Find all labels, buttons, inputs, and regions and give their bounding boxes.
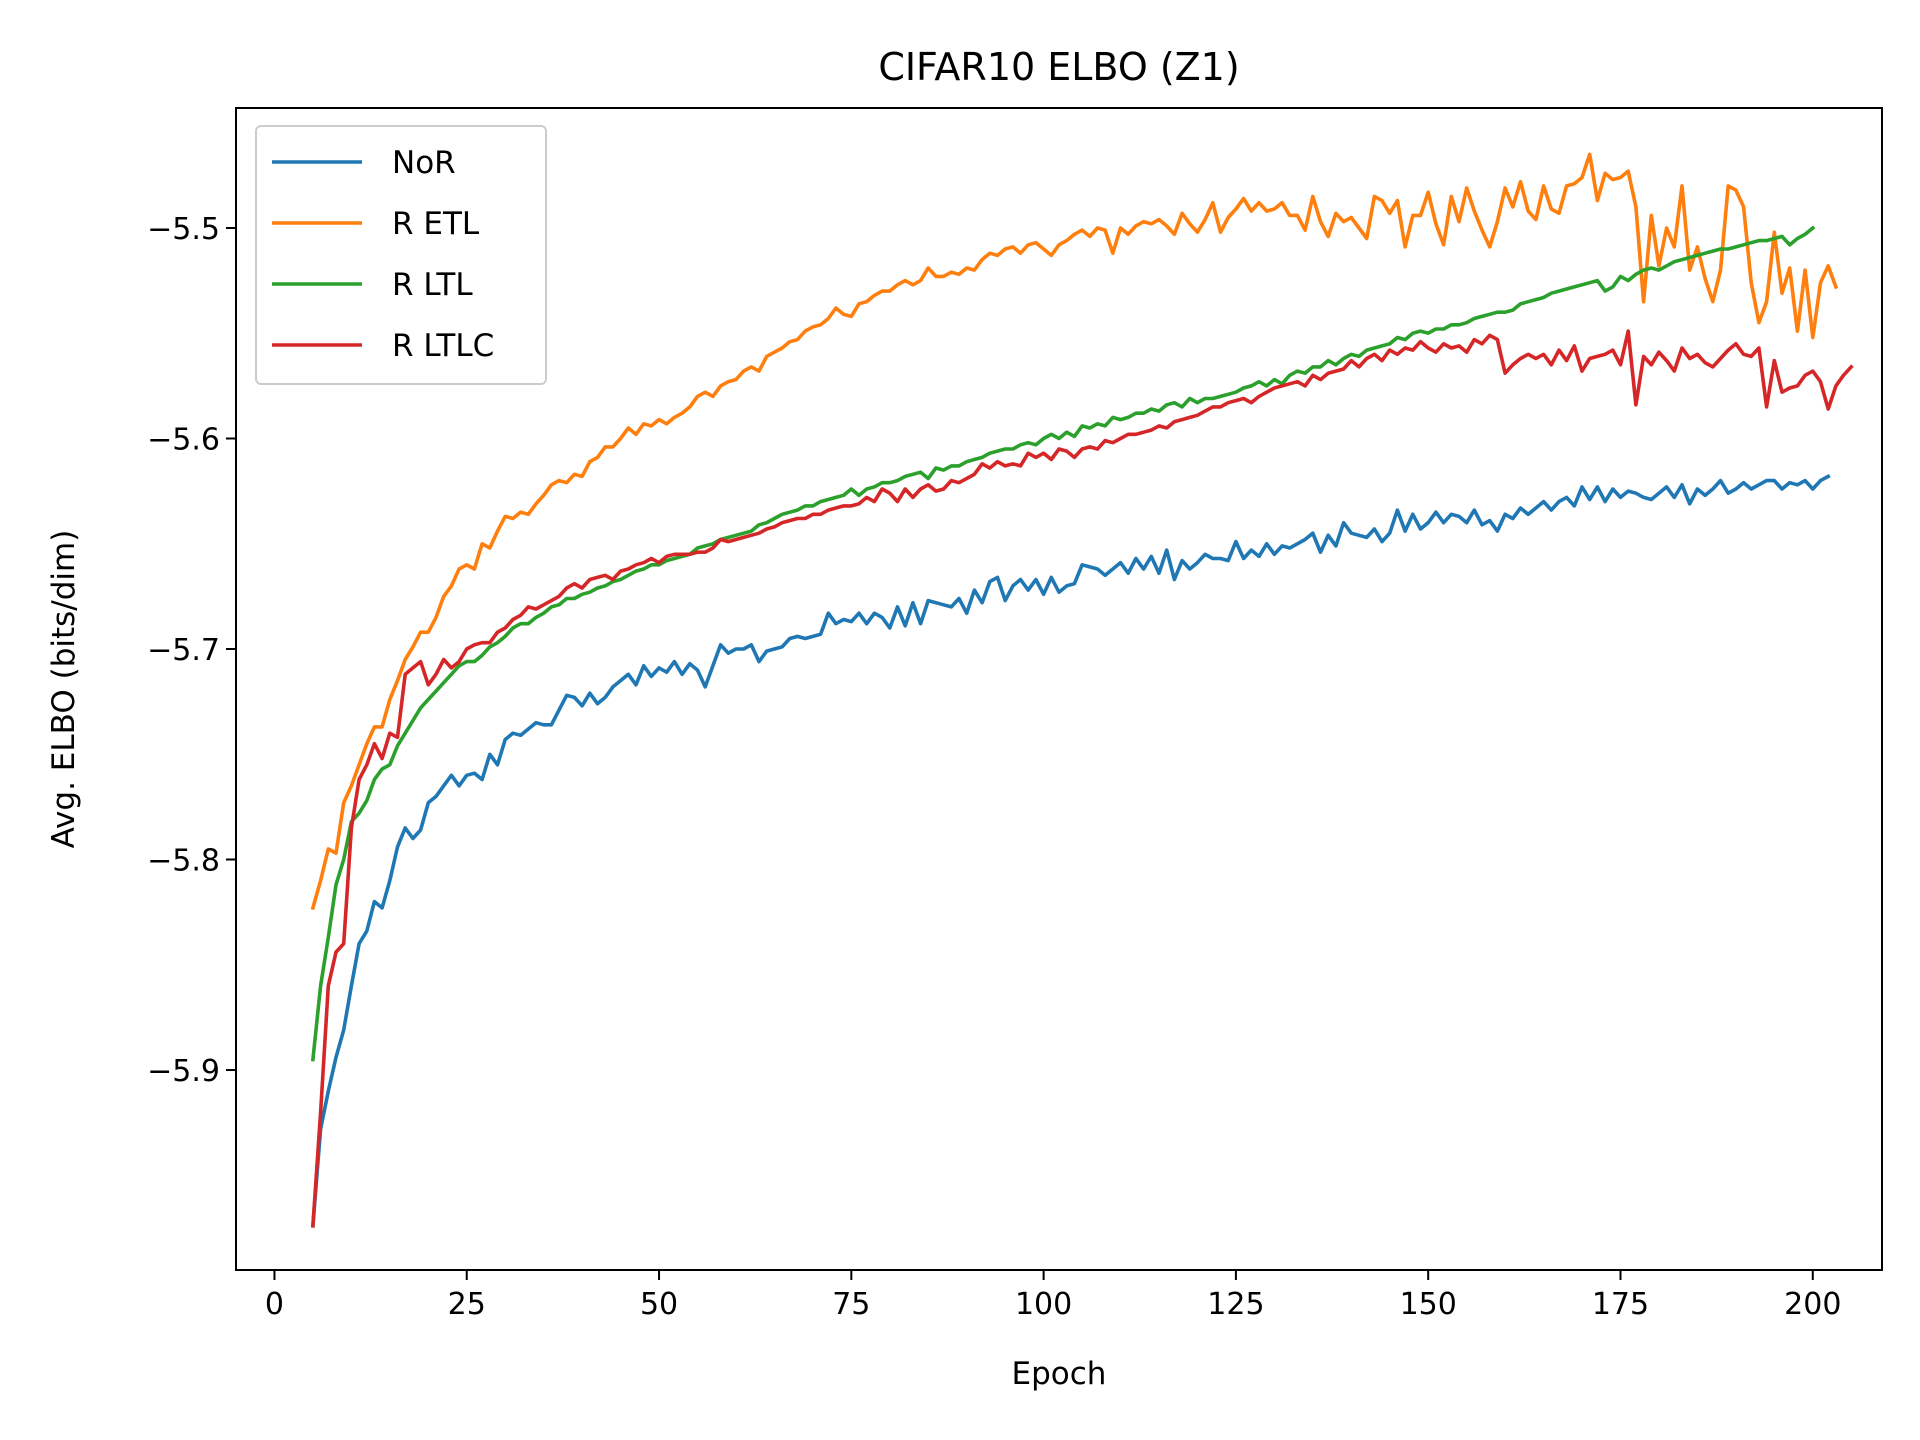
legend-label-0: NoR (392, 145, 456, 181)
series-line-3 (310, 329, 1854, 1228)
legend-label-3: R LTLC (392, 328, 494, 364)
series-line-2 (310, 225, 1816, 1062)
x-tick-label-1: 25 (448, 1287, 486, 1322)
x-tick-label-4: 100 (1015, 1287, 1072, 1322)
x-tick-label-5: 125 (1207, 1287, 1264, 1322)
legend-box (255, 125, 547, 385)
chart-title: CIFAR10 ELBO (Z1) (878, 45, 1239, 89)
y-axis-label: Avg. ELBO (bits/dim) (46, 530, 82, 849)
plot-frame (235, 107, 1883, 1271)
y-tick-label-1: −5.8 (147, 844, 220, 879)
series-line-1 (310, 152, 1839, 911)
y-tick-label-4: −5.5 (147, 212, 220, 247)
series-line-0 (310, 473, 1831, 1228)
x-axis: 0 25 50 75 100 125 150 175 200 (265, 1270, 1841, 1322)
x-tick-label-2: 50 (640, 1287, 678, 1322)
y-tick-label-3: −5.6 (147, 422, 220, 457)
legend: NoR R ETL R LTL R LTLC (255, 125, 547, 385)
x-tick-label-0: 0 (265, 1287, 284, 1322)
x-axis-label: Epoch (1012, 1356, 1107, 1392)
legend-label-1: R ETL (392, 206, 480, 242)
x-tick-label-6: 150 (1400, 1287, 1457, 1322)
y-tick-label-2: −5.7 (147, 633, 220, 668)
y-tick-label-0: −5.9 (147, 1054, 220, 1089)
x-tick-label-8: 200 (1784, 1287, 1841, 1322)
y-axis: −5.9 −5.8 −5.7 −5.6 −5.5 (147, 212, 236, 1089)
legend-label-2: R LTL (392, 267, 473, 303)
x-tick-label-7: 175 (1592, 1287, 1649, 1322)
x-tick-label-3: 75 (832, 1287, 870, 1322)
series-group (310, 152, 1854, 1228)
